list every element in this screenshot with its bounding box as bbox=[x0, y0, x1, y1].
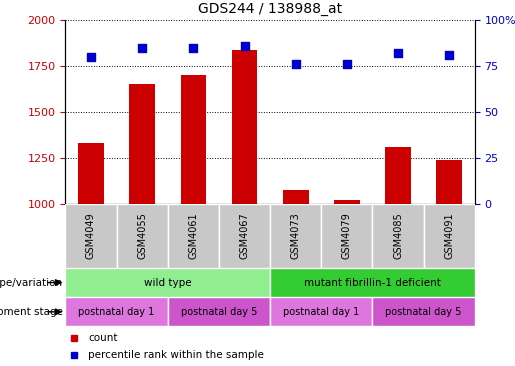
Bar bbox=[65, 268, 270, 297]
Bar bbox=[334, 200, 359, 204]
Bar bbox=[65, 204, 116, 268]
Text: GSM4091: GSM4091 bbox=[444, 213, 454, 259]
Point bbox=[343, 61, 351, 67]
Bar bbox=[129, 85, 155, 204]
Text: GSM4055: GSM4055 bbox=[137, 212, 147, 259]
Bar bbox=[372, 204, 424, 268]
Text: postnatal day 5: postnatal day 5 bbox=[181, 307, 257, 317]
Text: GSM4067: GSM4067 bbox=[239, 213, 250, 259]
Text: genotype/variation: genotype/variation bbox=[0, 277, 63, 288]
Text: postnatal day 1: postnatal day 1 bbox=[283, 307, 359, 317]
Text: GSM4079: GSM4079 bbox=[342, 213, 352, 259]
Point bbox=[87, 54, 95, 60]
Text: count: count bbox=[88, 333, 117, 343]
Bar bbox=[385, 147, 411, 204]
Point bbox=[138, 45, 146, 51]
Bar bbox=[424, 204, 475, 268]
Point bbox=[445, 52, 453, 58]
Bar bbox=[78, 143, 104, 204]
Bar bbox=[270, 297, 372, 326]
Text: postnatal day 5: postnatal day 5 bbox=[385, 307, 462, 317]
Bar bbox=[321, 204, 372, 268]
Text: mutant fibrillin-1 deficient: mutant fibrillin-1 deficient bbox=[304, 277, 441, 288]
Bar bbox=[65, 297, 168, 326]
Bar bbox=[436, 160, 462, 204]
Point bbox=[394, 50, 402, 56]
Bar bbox=[181, 75, 206, 204]
Bar bbox=[168, 204, 219, 268]
Bar bbox=[283, 190, 308, 204]
Text: GSM4085: GSM4085 bbox=[393, 213, 403, 259]
Point bbox=[241, 43, 249, 49]
Bar bbox=[232, 49, 258, 204]
Bar bbox=[270, 268, 475, 297]
Text: development stage: development stage bbox=[0, 307, 63, 317]
Text: GSM4073: GSM4073 bbox=[290, 213, 301, 259]
Bar bbox=[219, 204, 270, 268]
Point bbox=[189, 45, 197, 51]
Bar bbox=[116, 204, 168, 268]
Bar bbox=[168, 297, 270, 326]
Text: postnatal day 1: postnatal day 1 bbox=[78, 307, 154, 317]
Text: GSM4061: GSM4061 bbox=[188, 213, 198, 259]
Bar bbox=[372, 297, 475, 326]
Bar bbox=[270, 204, 321, 268]
Point bbox=[291, 61, 300, 67]
Text: percentile rank within the sample: percentile rank within the sample bbox=[88, 350, 264, 360]
Text: wild type: wild type bbox=[144, 277, 192, 288]
Text: GSM4049: GSM4049 bbox=[86, 213, 96, 259]
Title: GDS244 / 138988_at: GDS244 / 138988_at bbox=[198, 2, 342, 16]
